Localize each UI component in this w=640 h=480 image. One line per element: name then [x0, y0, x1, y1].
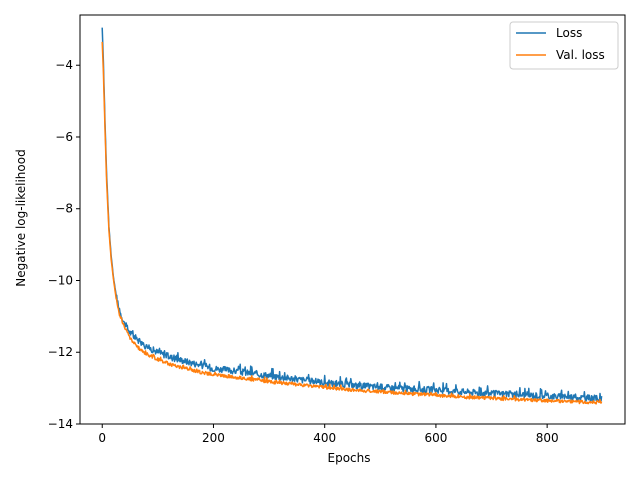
y-axis-ticks: −4 −6 −8 −10 −12 −14 [48, 58, 80, 431]
y-tick-label: −10 [48, 273, 73, 287]
legend-label-loss: Loss [556, 26, 582, 40]
series-line-loss [101, 27, 603, 403]
y-tick-label: −14 [48, 417, 73, 431]
y-tick-label: −12 [48, 345, 73, 359]
y-tick-label: −4 [55, 58, 73, 72]
x-tick-label: 0 [98, 431, 106, 445]
series-layer [101, 27, 603, 405]
series-line-val-loss [101, 41, 603, 405]
x-tick-label: 400 [313, 431, 336, 445]
x-tick-label: 200 [202, 431, 225, 445]
y-tick-label: −6 [55, 130, 73, 144]
y-axis-label: Negative log-likelihood [14, 149, 28, 286]
x-axis-label: Epochs [328, 451, 371, 465]
x-axis-ticks: 0 200 400 600 800 [98, 424, 559, 445]
plot-frame [79, 14, 626, 425]
x-tick-label: 600 [424, 431, 447, 445]
x-tick-label: 800 [536, 431, 559, 445]
y-tick-label: −8 [55, 202, 73, 216]
legend-label-val-loss: Val. loss [556, 48, 605, 62]
legend: Loss Val. loss [509, 21, 619, 70]
